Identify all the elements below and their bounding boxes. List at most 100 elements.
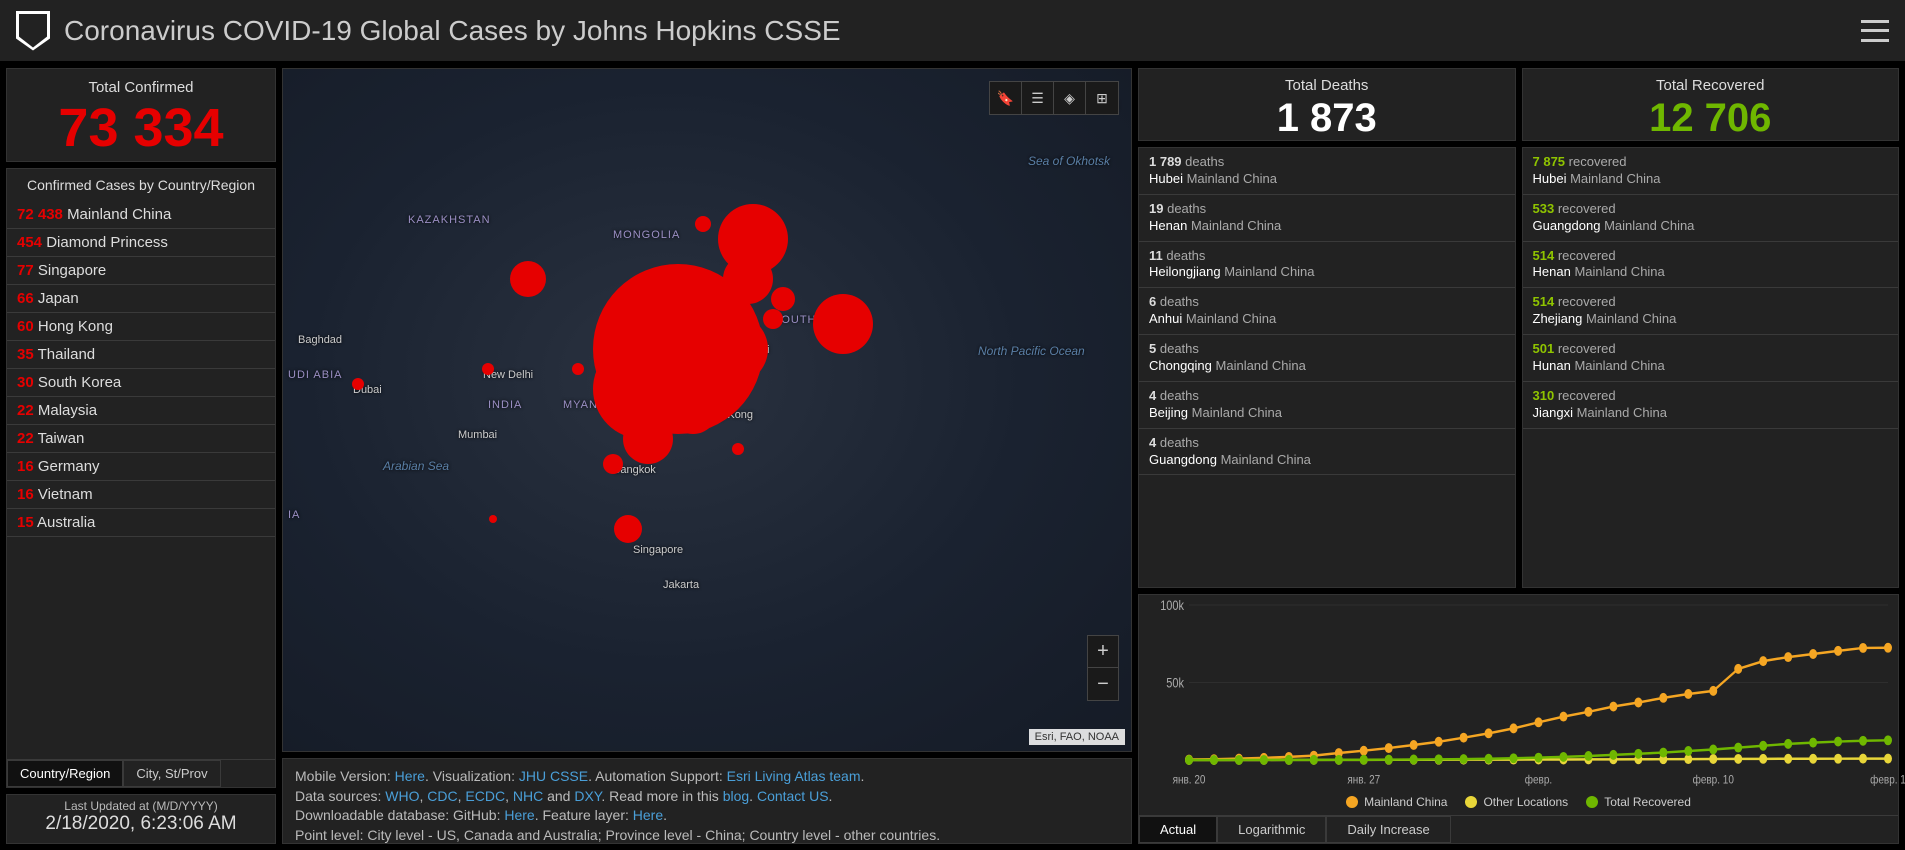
svg-text:февр.: февр. — [1525, 774, 1552, 787]
layers-icon[interactable]: ◈ — [1054, 82, 1086, 114]
list-item[interactable]: 66 Japan — [7, 285, 275, 313]
total-recovered-value: 12 706 — [1523, 98, 1899, 138]
info-link[interactable]: CDC — [427, 788, 457, 804]
list-item[interactable]: 35 Thailand — [7, 341, 275, 369]
case-bubble[interactable] — [482, 363, 494, 375]
case-bubble[interactable] — [489, 515, 497, 523]
legend-item: Other Locations — [1465, 795, 1568, 809]
list-item[interactable]: 16 Germany — [7, 453, 275, 481]
zoom-out-button[interactable]: − — [1088, 668, 1118, 700]
tab-city-st-prov[interactable]: City, St/Prov — [123, 760, 220, 787]
list-item[interactable]: 310 recoveredJiangxi Mainland China — [1523, 382, 1899, 429]
total-recovered-label: Total Recovered — [1523, 73, 1899, 98]
case-bubble[interactable] — [765, 216, 781, 232]
list-item[interactable]: 514 recoveredHenan Mainland China — [1523, 242, 1899, 289]
map-panel[interactable]: Sea of OkhotskBering SNorth Pacific Ocea… — [282, 68, 1132, 752]
case-bubble[interactable] — [771, 287, 795, 311]
svg-text:100k: 100k — [1160, 598, 1185, 613]
case-bubble[interactable] — [698, 314, 768, 384]
case-bubble[interactable] — [572, 363, 584, 375]
recovered-list[interactable]: 7 875 recoveredHubei Mainland China533 r… — [1522, 147, 1900, 588]
list-item[interactable]: 514 recoveredZhejiang Mainland China — [1523, 288, 1899, 335]
chart-tab-actual[interactable]: Actual — [1139, 816, 1217, 843]
left-column: Total Confirmed 73 334 Confirmed Cases b… — [6, 68, 276, 844]
case-bubble[interactable] — [763, 309, 783, 329]
list-item[interactable]: 19 deathsHenan Mainland China — [1139, 195, 1515, 242]
case-bubble[interactable] — [813, 294, 873, 354]
deaths-list[interactable]: 1 789 deathsHubei Mainland China19 death… — [1138, 147, 1516, 588]
info-link[interactable]: Here — [395, 768, 425, 784]
right-column: Total Deaths 1 873 Total Recovered 12 70… — [1138, 68, 1899, 844]
svg-text:февр. 1: февр. 1 — [1870, 774, 1905, 787]
center-column: Sea of OkhotskBering SNorth Pacific Ocea… — [282, 68, 1132, 844]
info-link[interactable]: DXY — [574, 788, 601, 804]
list-item[interactable]: 77 Singapore — [7, 257, 275, 285]
info-link[interactable]: JHU CSSE — [519, 768, 588, 784]
last-updated-panel: Last Updated at (M/D/YYYY) 2/18/2020, 6:… — [6, 794, 276, 844]
total-deaths-label: Total Deaths — [1139, 73, 1515, 98]
page-title: Coronavirus COVID-19 Global Cases by Joh… — [64, 15, 841, 47]
case-bubble[interactable] — [352, 378, 364, 390]
info-text-panel: Mobile Version: Here. Visualization: JHU… — [282, 758, 1132, 844]
zoom-in-button[interactable]: + — [1088, 636, 1118, 668]
list-item[interactable]: 533 recoveredGuangdong Mainland China — [1523, 195, 1899, 242]
total-confirmed-label: Total Confirmed — [7, 75, 275, 100]
total-deaths-value: 1 873 — [1139, 98, 1515, 138]
info-link[interactable]: NHC — [513, 788, 543, 804]
menu-icon[interactable] — [1861, 20, 1889, 42]
case-bubble[interactable] — [623, 414, 673, 464]
list-item[interactable]: 30 South Korea — [7, 369, 275, 397]
header-left: Coronavirus COVID-19 Global Cases by Joh… — [16, 11, 841, 51]
chart-area: 50k100kянв. 20янв. 27февр.февр. 10февр. … — [1139, 595, 1898, 791]
list-item[interactable]: 4 deathsGuangdong Mainland China — [1139, 429, 1515, 476]
basemap-icon[interactable]: ⊞ — [1086, 82, 1118, 114]
list-item[interactable]: 16 Vietnam — [7, 481, 275, 509]
total-confirmed-panel: Total Confirmed 73 334 — [6, 68, 276, 162]
chart-tab-daily-increase[interactable]: Daily Increase — [1326, 816, 1450, 843]
info-link[interactable]: Contact US — [757, 788, 829, 804]
list-item[interactable]: 4 deathsBeijing Mainland China — [1139, 382, 1515, 429]
svg-text:50k: 50k — [1166, 675, 1184, 690]
case-bubble[interactable] — [732, 443, 744, 455]
case-bubble[interactable] — [603, 454, 623, 474]
info-link[interactable]: ECDC — [465, 788, 505, 804]
chart-panel: 50k100kянв. 20янв. 27февр.февр. 10февр. … — [1138, 594, 1899, 844]
case-bubble[interactable] — [614, 515, 642, 543]
map-attribution: Esri, FAO, NOAA — [1029, 729, 1125, 745]
legend-icon[interactable]: ☰ — [1022, 82, 1054, 114]
svg-text:янв. 27: янв. 27 — [1347, 774, 1380, 787]
bookmark-icon[interactable]: 🔖 — [990, 82, 1022, 114]
chart-tab-logarithmic[interactable]: Logarithmic — [1217, 816, 1326, 843]
list-item[interactable]: 454 Diamond Princess — [7, 229, 275, 257]
map-toolbar: 🔖 ☰ ◈ ⊞ — [989, 81, 1119, 115]
list-item[interactable]: 72 438 Mainland China — [7, 201, 275, 229]
list-item[interactable]: 5 deathsChongqing Mainland China — [1139, 335, 1515, 382]
list-item[interactable]: 60 Hong Kong — [7, 313, 275, 341]
total-recovered-panel: Total Recovered 12 706 — [1522, 68, 1900, 141]
list-item[interactable]: 6 deathsAnhui Mainland China — [1139, 288, 1515, 335]
list-item[interactable]: 22 Taiwan — [7, 425, 275, 453]
cases-header: Confirmed Cases by Country/Region — [7, 169, 275, 201]
case-bubble[interactable] — [695, 216, 711, 232]
info-link[interactable]: Here — [504, 807, 534, 823]
info-link[interactable]: Esri Living Atlas team — [727, 768, 861, 784]
main-grid: Total Confirmed 73 334 Confirmed Cases b… — [0, 62, 1905, 850]
total-deaths-panel: Total Deaths 1 873 — [1138, 68, 1516, 141]
info-link[interactable]: WHO — [385, 788, 419, 804]
svg-text:февр. 10: февр. 10 — [1693, 774, 1734, 787]
list-item[interactable]: 7 875 recoveredHubei Mainland China — [1523, 148, 1899, 195]
tab-country-region[interactable]: Country/Region — [7, 760, 123, 787]
case-bubble[interactable] — [723, 254, 773, 304]
list-item[interactable]: 22 Malaysia — [7, 397, 275, 425]
last-updated-time: 2/18/2020, 6:23:06 AM — [7, 813, 275, 835]
list-item[interactable]: 501 recoveredHunan Mainland China — [1523, 335, 1899, 382]
info-link[interactable]: blog — [723, 788, 749, 804]
case-bubble[interactable] — [668, 384, 718, 434]
info-link[interactable]: Here — [633, 807, 663, 823]
list-item[interactable]: 1 789 deathsHubei Mainland China — [1139, 148, 1515, 195]
case-bubble[interactable] — [510, 261, 546, 297]
legend-item: Mainland China — [1346, 795, 1447, 809]
list-item[interactable]: 11 deathsHeilongjiang Mainland China — [1139, 242, 1515, 289]
list-item[interactable]: 15 Australia — [7, 509, 275, 537]
cases-list[interactable]: 72 438 Mainland China454 Diamond Princes… — [7, 201, 275, 759]
